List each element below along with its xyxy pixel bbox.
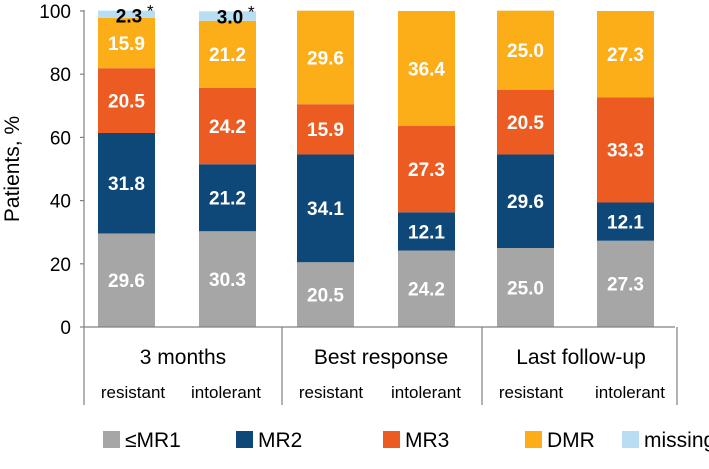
bar-segment-mr1 — [497, 248, 554, 327]
bar-segment-mr1 — [297, 262, 354, 327]
x-subgroup-label: intolerant — [595, 383, 665, 402]
data-label: 20.5 — [108, 91, 145, 112]
legend-swatch — [103, 431, 120, 448]
bar-segment-mr3 — [597, 97, 654, 203]
y-axis-label: Patients, % — [1, 116, 24, 222]
bar-segment-mr3 — [398, 126, 455, 213]
data-label: 20.5 — [507, 113, 544, 134]
data-label: 34.1 — [307, 199, 344, 220]
data-label: 33.3 — [607, 141, 644, 162]
bar-segment-mr3 — [98, 68, 155, 133]
legend-label: ≤MR1 — [125, 429, 181, 452]
data-label: 27.3 — [607, 45, 644, 66]
bar-segment-mr3 — [297, 104, 354, 155]
legend-swatch — [525, 431, 542, 448]
bar-segment-missing — [98, 10, 155, 18]
bar-segment-dmr — [398, 11, 455, 127]
legend-label: MR3 — [405, 429, 449, 452]
x-subgroup-label: resistant — [101, 383, 166, 402]
bar-segment-dmr — [98, 17, 155, 69]
y-tick-label: 20 — [50, 255, 71, 276]
legend-swatch — [622, 431, 639, 448]
data-label: 27.3 — [408, 160, 445, 181]
data-label: 15.9 — [108, 34, 145, 55]
data-label: 25.0 — [507, 278, 544, 299]
data-label: 30.3 — [209, 270, 246, 291]
data-label: 25.0 — [507, 41, 544, 62]
bar-segment-mr2 — [597, 202, 654, 241]
bar-segment-mr1 — [597, 240, 654, 327]
x-subgroup-label: resistant — [299, 383, 364, 402]
legend-swatch — [383, 431, 400, 448]
data-label: 3.0 — [217, 7, 243, 28]
data-label: 20.5 — [307, 285, 344, 306]
y-tick-label: 60 — [50, 128, 71, 149]
bar-segment-mr3 — [497, 89, 554, 155]
x-subgroup-label: intolerant — [391, 383, 461, 402]
bar-segment-dmr — [297, 10, 354, 105]
legend-label: missing — [644, 429, 709, 452]
bar-segment-mr1 — [199, 231, 256, 327]
bar-segment-mr2 — [297, 154, 354, 263]
data-label: 12.1 — [408, 222, 445, 243]
bar-segment-mr2 — [398, 212, 455, 251]
bar-segment-mr2 — [98, 132, 155, 234]
bar-segment-mr1 — [98, 233, 155, 327]
data-label: 29.6 — [307, 48, 344, 69]
x-group-label: Best response — [314, 346, 448, 369]
bar-segment-mr2 — [199, 164, 256, 232]
bar-segment-missing — [199, 11, 256, 21]
bar-segment-mr3 — [199, 87, 256, 165]
x-subgroup-label: resistant — [499, 383, 564, 402]
y-tick-label: 100 — [39, 2, 71, 23]
y-tick-label: 40 — [50, 192, 71, 213]
data-label: 24.2 — [209, 117, 246, 138]
data-label: 27.3 — [607, 275, 644, 296]
data-label: 31.8 — [108, 174, 145, 195]
annotation-asterisk: * — [248, 2, 255, 21]
bar-segment-dmr — [199, 20, 256, 88]
y-tick-label: 0 — [60, 318, 71, 339]
legend-label: DMR — [547, 429, 595, 452]
data-label: 29.6 — [507, 192, 544, 213]
data-label: 29.6 — [108, 271, 145, 292]
x-subgroup-label: intolerant — [191, 383, 261, 402]
bar-segment-mr1 — [398, 250, 455, 327]
y-tick-label: 80 — [50, 65, 71, 86]
data-label: 36.4 — [408, 59, 445, 80]
data-label: 12.1 — [607, 212, 644, 233]
bar-segment-dmr — [597, 11, 654, 98]
annotation-asterisk: * — [147, 2, 154, 21]
bar-segment-dmr — [497, 10, 554, 90]
data-label: 2.3 — [116, 7, 142, 28]
data-label: 21.2 — [209, 45, 246, 66]
data-label: 24.2 — [408, 280, 445, 301]
legend-swatch — [236, 431, 253, 448]
data-label: 15.9 — [307, 120, 344, 141]
legend-label: MR2 — [258, 429, 302, 452]
x-group-label: Last follow-up — [516, 346, 646, 369]
bar-segment-mr2 — [497, 154, 554, 248]
data-label: 21.2 — [209, 189, 246, 210]
x-group-label: 3 months — [140, 346, 226, 369]
